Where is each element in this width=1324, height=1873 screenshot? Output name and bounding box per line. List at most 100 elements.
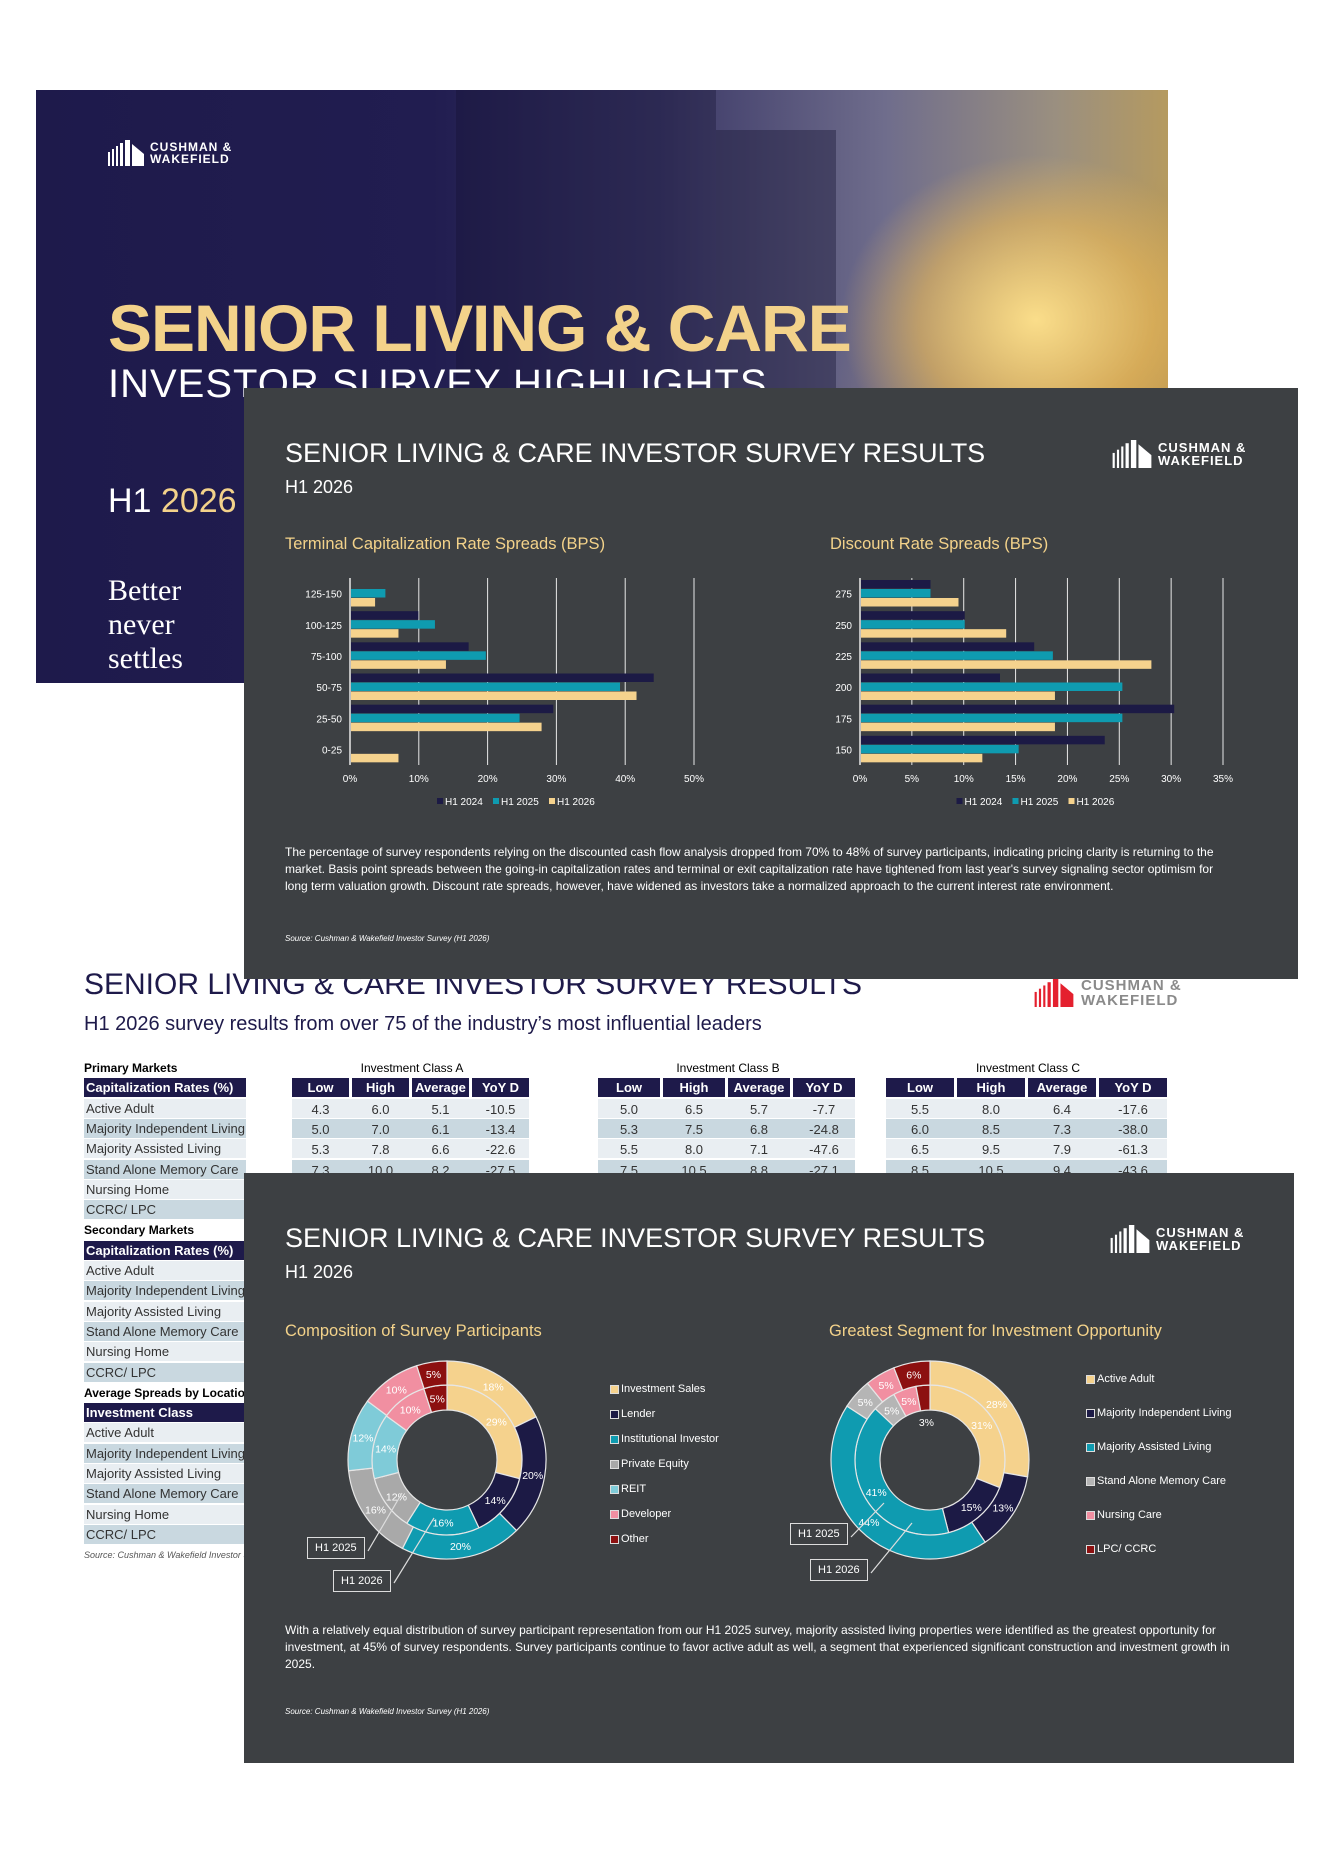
callout-leader-line — [367, 1492, 403, 1552]
slide-title: SENIOR LIVING & CARE INVESTOR SURVEY RES… — [285, 438, 986, 468]
period-prefix: H1 — [108, 482, 152, 520]
legend-item: Majority Assisted Living — [1086, 1441, 1211, 1453]
bar-h1-2024 — [861, 673, 1000, 682]
cushman-wakefield-logo: CUSHMAN & WAKEFIELD — [108, 140, 232, 166]
legend-swatch — [610, 1534, 619, 1544]
row-label: CCRC/ LPC — [84, 1524, 246, 1544]
slice-value-label: 5% — [430, 1393, 445, 1405]
y-tick-label: 275 — [835, 590, 852, 601]
cushman-wakefield-logo: CUSHMAN & WAKEFIELD — [1112, 440, 1246, 468]
logo-icon — [1110, 1225, 1150, 1253]
y-tick-label: 125-150 — [305, 590, 342, 601]
cushman-wakefield-logo: CUSHMAN & WAKEFIELD — [1033, 978, 1182, 1008]
column-header: YoY D — [472, 1078, 529, 1098]
x-tick-label: 50% — [684, 774, 704, 785]
ring-label-h1-2026: H1 2026 — [810, 1559, 868, 1581]
source-note: Source: Cushman & Wakefield Investor Sur… — [285, 1707, 490, 1716]
legend-item: Stand Alone Memory Care — [1086, 1475, 1226, 1487]
y-tick-label: 0-25 — [322, 745, 342, 756]
y-tick-label: 150 — [835, 745, 852, 756]
table-cell: 6.8 — [749, 1121, 769, 1137]
cover-title: SENIOR LIVING & CARE — [108, 291, 852, 365]
slice-value-label: 28% — [986, 1399, 1007, 1411]
legend-label: Lender — [621, 1408, 656, 1420]
discount-rate-chart: 0% 5% 10% 15% 20% 25% 30% 35% 275 250 225 200 175 150… — [835, 578, 1233, 808]
class-label: Investment Class C — [975, 1061, 1081, 1075]
table-cell: 5.0 — [311, 1121, 330, 1137]
legend-swatch — [1086, 1374, 1095, 1384]
table-cell: 5.5 — [910, 1101, 930, 1117]
row-band — [292, 1098, 529, 1118]
logo-text: CUSHMAN & — [1158, 440, 1247, 455]
section-label: Average Spreads by Location — [84, 1385, 253, 1400]
table-cell: 5.7 — [749, 1101, 769, 1117]
bar-h1-2025 — [351, 713, 520, 723]
x-tick-label: 30% — [546, 774, 566, 785]
legend-label: H1 2024 — [965, 797, 1003, 808]
table-cell: 6.5 — [684, 1101, 704, 1117]
bar-h1-2025 — [861, 713, 1123, 723]
bar-h1-2026 — [861, 629, 1007, 638]
table-cell: 7.0 — [371, 1121, 390, 1137]
legend-label: H1 2026 — [557, 797, 595, 808]
table-cell: 8.0 — [981, 1101, 1001, 1117]
legend-label: H1 2024 — [445, 797, 483, 808]
x-tick-label: 15% — [1006, 774, 1026, 785]
donut-slice-h1-2026 — [830, 1405, 986, 1560]
cover-tagline: Better never settles — [108, 574, 183, 675]
column-header: YoY D — [793, 1078, 855, 1098]
slice-value-label: 6% — [906, 1370, 921, 1382]
bar-h1-2026 — [351, 691, 637, 700]
callout-leader-line — [393, 1517, 435, 1584]
legend-label: Developer — [621, 1508, 672, 1520]
row-band — [598, 1118, 855, 1138]
y-tick-label: 25-50 — [316, 714, 342, 725]
x-tick-label: 0% — [853, 774, 868, 785]
legend-item: Nursing Care — [1086, 1509, 1162, 1521]
table-cell: 7.5 — [684, 1121, 704, 1137]
row-label: Majority Assisted Living — [84, 1464, 246, 1483]
bar-h1-2026 — [861, 691, 1055, 700]
table-cell: 5.0 — [619, 1101, 639, 1117]
bar-h1-2025 — [351, 682, 621, 691]
table-cell: 7.3 — [1052, 1121, 1072, 1137]
slice-value-label: 29% — [486, 1417, 507, 1429]
table-header: Capitalization Rates (%) — [84, 1078, 246, 1098]
x-tick-label: 30% — [1161, 774, 1181, 785]
y-tick-label: 225 — [835, 652, 852, 663]
slice-value-label: 18% — [483, 1381, 504, 1393]
column-header: Average — [1028, 1078, 1096, 1098]
commentary-paragraph: The percentage of survey respondents rel… — [285, 845, 1214, 893]
x-tick-label: 40% — [615, 774, 635, 785]
table-cell: 6.4 — [1052, 1101, 1072, 1117]
bar-h1-2024 — [351, 611, 419, 620]
section-label: Secondary Markets — [84, 1223, 195, 1238]
x-tick-label: 25% — [1109, 774, 1129, 785]
slice-value-label: 10% — [400, 1404, 421, 1416]
bar-h1-2024 — [351, 642, 469, 651]
logo-icon — [1112, 440, 1152, 468]
bar-h1-2025 — [861, 589, 931, 598]
bar-h1-2025 — [861, 620, 965, 629]
table-cell: -61.3 — [1118, 1142, 1148, 1158]
table-cell: 4.3 — [311, 1101, 330, 1117]
row-band — [886, 1118, 1167, 1138]
row-band — [886, 1139, 1167, 1159]
x-tick-label: 20% — [478, 774, 498, 785]
row-label: Majority Assisted Living — [84, 1139, 246, 1159]
legend-swatch — [1086, 1476, 1095, 1486]
ring-label-h1-2025: H1 2025 — [790, 1523, 848, 1545]
slice-value-label: 5% — [879, 1380, 894, 1392]
legend-swatch — [610, 1484, 619, 1494]
bar-h1-2026 — [351, 629, 399, 638]
slice-value-label: 5% — [858, 1397, 873, 1409]
slice-value-label: 15% — [961, 1502, 982, 1514]
legend-swatch — [956, 798, 963, 804]
row-label: Stand Alone Memory Care — [84, 1484, 246, 1504]
ring-label-h1-2026: H1 2026 — [333, 1570, 391, 1592]
bar-h1-2025 — [351, 651, 486, 660]
table-cell: 6.1 — [431, 1121, 450, 1137]
table-cell: 5.3 — [311, 1142, 330, 1158]
legend-swatch — [1086, 1510, 1095, 1520]
legend-swatch — [1086, 1442, 1095, 1452]
